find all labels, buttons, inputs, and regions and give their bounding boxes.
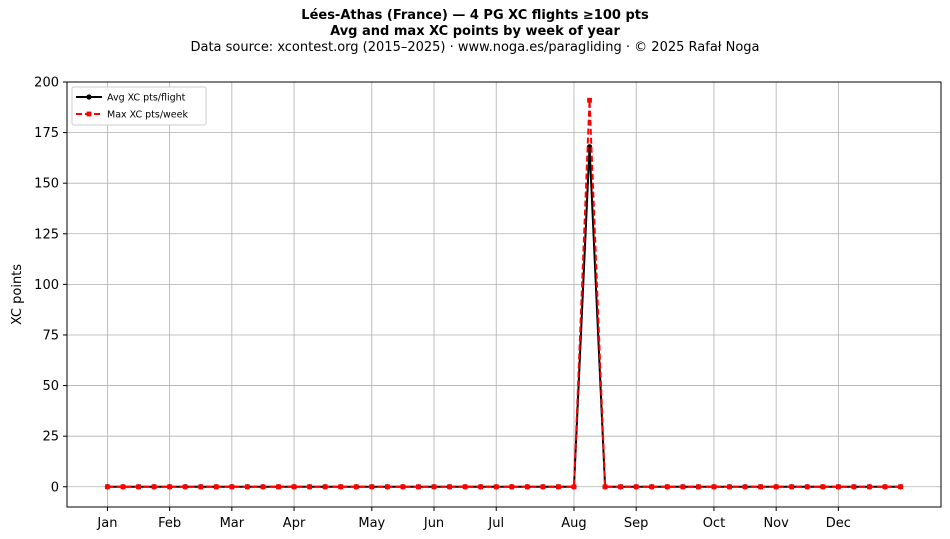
series-line [107, 99, 901, 488]
data-point [462, 484, 468, 490]
y-tick-label: 200 [34, 76, 59, 91]
grid-layer [67, 81, 941, 507]
chart-source-line: Data source: xcontest.org (2015–2025) · … [190, 40, 760, 55]
data-point [524, 484, 530, 490]
data-point [789, 484, 795, 490]
data-point [447, 484, 452, 490]
data-point [167, 484, 173, 490]
data-point [727, 484, 732, 490]
data-point [649, 484, 655, 490]
x-tick-label: Aug [561, 516, 586, 531]
legend-swatch-marker [86, 94, 92, 100]
data-point [804, 484, 810, 490]
legend-label: Avg XC pts/flight [107, 93, 186, 104]
data-point [338, 484, 344, 490]
y-tick-label: 75 [42, 328, 59, 343]
y-tick-label: 150 [34, 177, 59, 192]
legend-label: Max XC pts/week [107, 110, 188, 121]
data-point [664, 484, 670, 490]
legend-box [71, 86, 207, 126]
data-point [835, 484, 841, 490]
x-tick-label: Dec [826, 516, 851, 531]
data-point [898, 484, 903, 490]
data-point [711, 484, 717, 490]
data-point [276, 484, 281, 490]
data-point [851, 484, 857, 490]
data-point [291, 484, 297, 490]
series-layer [104, 97, 904, 490]
data-point [493, 484, 499, 490]
data-point [571, 484, 577, 490]
data-point [867, 484, 872, 490]
y-tick-label: 125 [34, 227, 59, 242]
x-tick-label: Apr [283, 516, 306, 531]
data-point [633, 484, 639, 490]
data-point [384, 484, 390, 490]
data-point [244, 484, 250, 490]
data-point [695, 484, 701, 490]
y-tick-label: 175 [34, 126, 59, 141]
x-tick-label: Sep [624, 516, 649, 531]
y-tick-label: 25 [42, 430, 59, 445]
data-point [773, 484, 779, 490]
data-point [509, 484, 515, 490]
x-tick-label: Feb [158, 516, 181, 531]
x-tick-label: Jul [487, 516, 504, 531]
y-axis-label: XC points [10, 264, 25, 325]
x-tick-label: Jun [423, 516, 444, 531]
data-point [182, 484, 188, 490]
data-point [742, 484, 748, 490]
legend: Avg XC pts/flight Max XC pts/week [71, 86, 207, 126]
data-point [680, 484, 686, 490]
data-point [820, 484, 826, 490]
x-tick-label: May [358, 516, 385, 531]
data-point [400, 484, 406, 490]
data-point [431, 484, 437, 490]
x-tick-label: Nov [763, 516, 789, 531]
data-point [478, 484, 484, 490]
data-point [353, 484, 359, 490]
data-point [307, 484, 313, 490]
y-tick-label: 100 [34, 278, 59, 293]
chart-subtitle: Avg and max XC points by week of year [330, 24, 620, 39]
data-point [260, 484, 266, 490]
x-tick-label: Oct [703, 516, 725, 531]
data-point [758, 484, 764, 490]
data-point [416, 484, 421, 490]
data-point [556, 484, 561, 490]
x-tick-label: Jan [96, 516, 117, 531]
chart-title-block: Lées-Athas (France) — 4 PG XC flights ≥1… [0, 8, 950, 56]
data-point [151, 484, 157, 490]
axis-layer: 0 25 50 75 100 125 150 175 200 Jan Feb Mar Apr May Jun… [34, 76, 851, 532]
data-point [369, 484, 375, 490]
data-point [120, 484, 126, 490]
data-point [540, 484, 546, 490]
y-tick-label: 0 [51, 480, 59, 495]
y-tick-label: 50 [42, 379, 59, 394]
x-tick-label: Mar [220, 516, 245, 531]
plot-frame [66, 81, 942, 508]
data-point [105, 484, 110, 490]
data-point [322, 484, 328, 490]
data-point [602, 484, 608, 490]
data-point [882, 484, 888, 490]
data-point [618, 484, 624, 490]
data-point [198, 484, 204, 490]
data-point [229, 484, 235, 490]
data-point [587, 97, 592, 103]
legend-swatch-marker [86, 111, 92, 117]
series-line [107, 145, 901, 488]
chart-title: Lées-Athas (France) — 4 PG XC flights ≥1… [301, 8, 649, 23]
data-point [136, 484, 141, 490]
data-point [213, 484, 219, 490]
